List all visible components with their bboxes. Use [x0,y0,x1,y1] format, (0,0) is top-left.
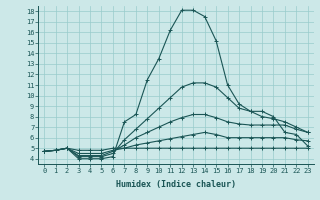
X-axis label: Humidex (Indice chaleur): Humidex (Indice chaleur) [116,180,236,189]
